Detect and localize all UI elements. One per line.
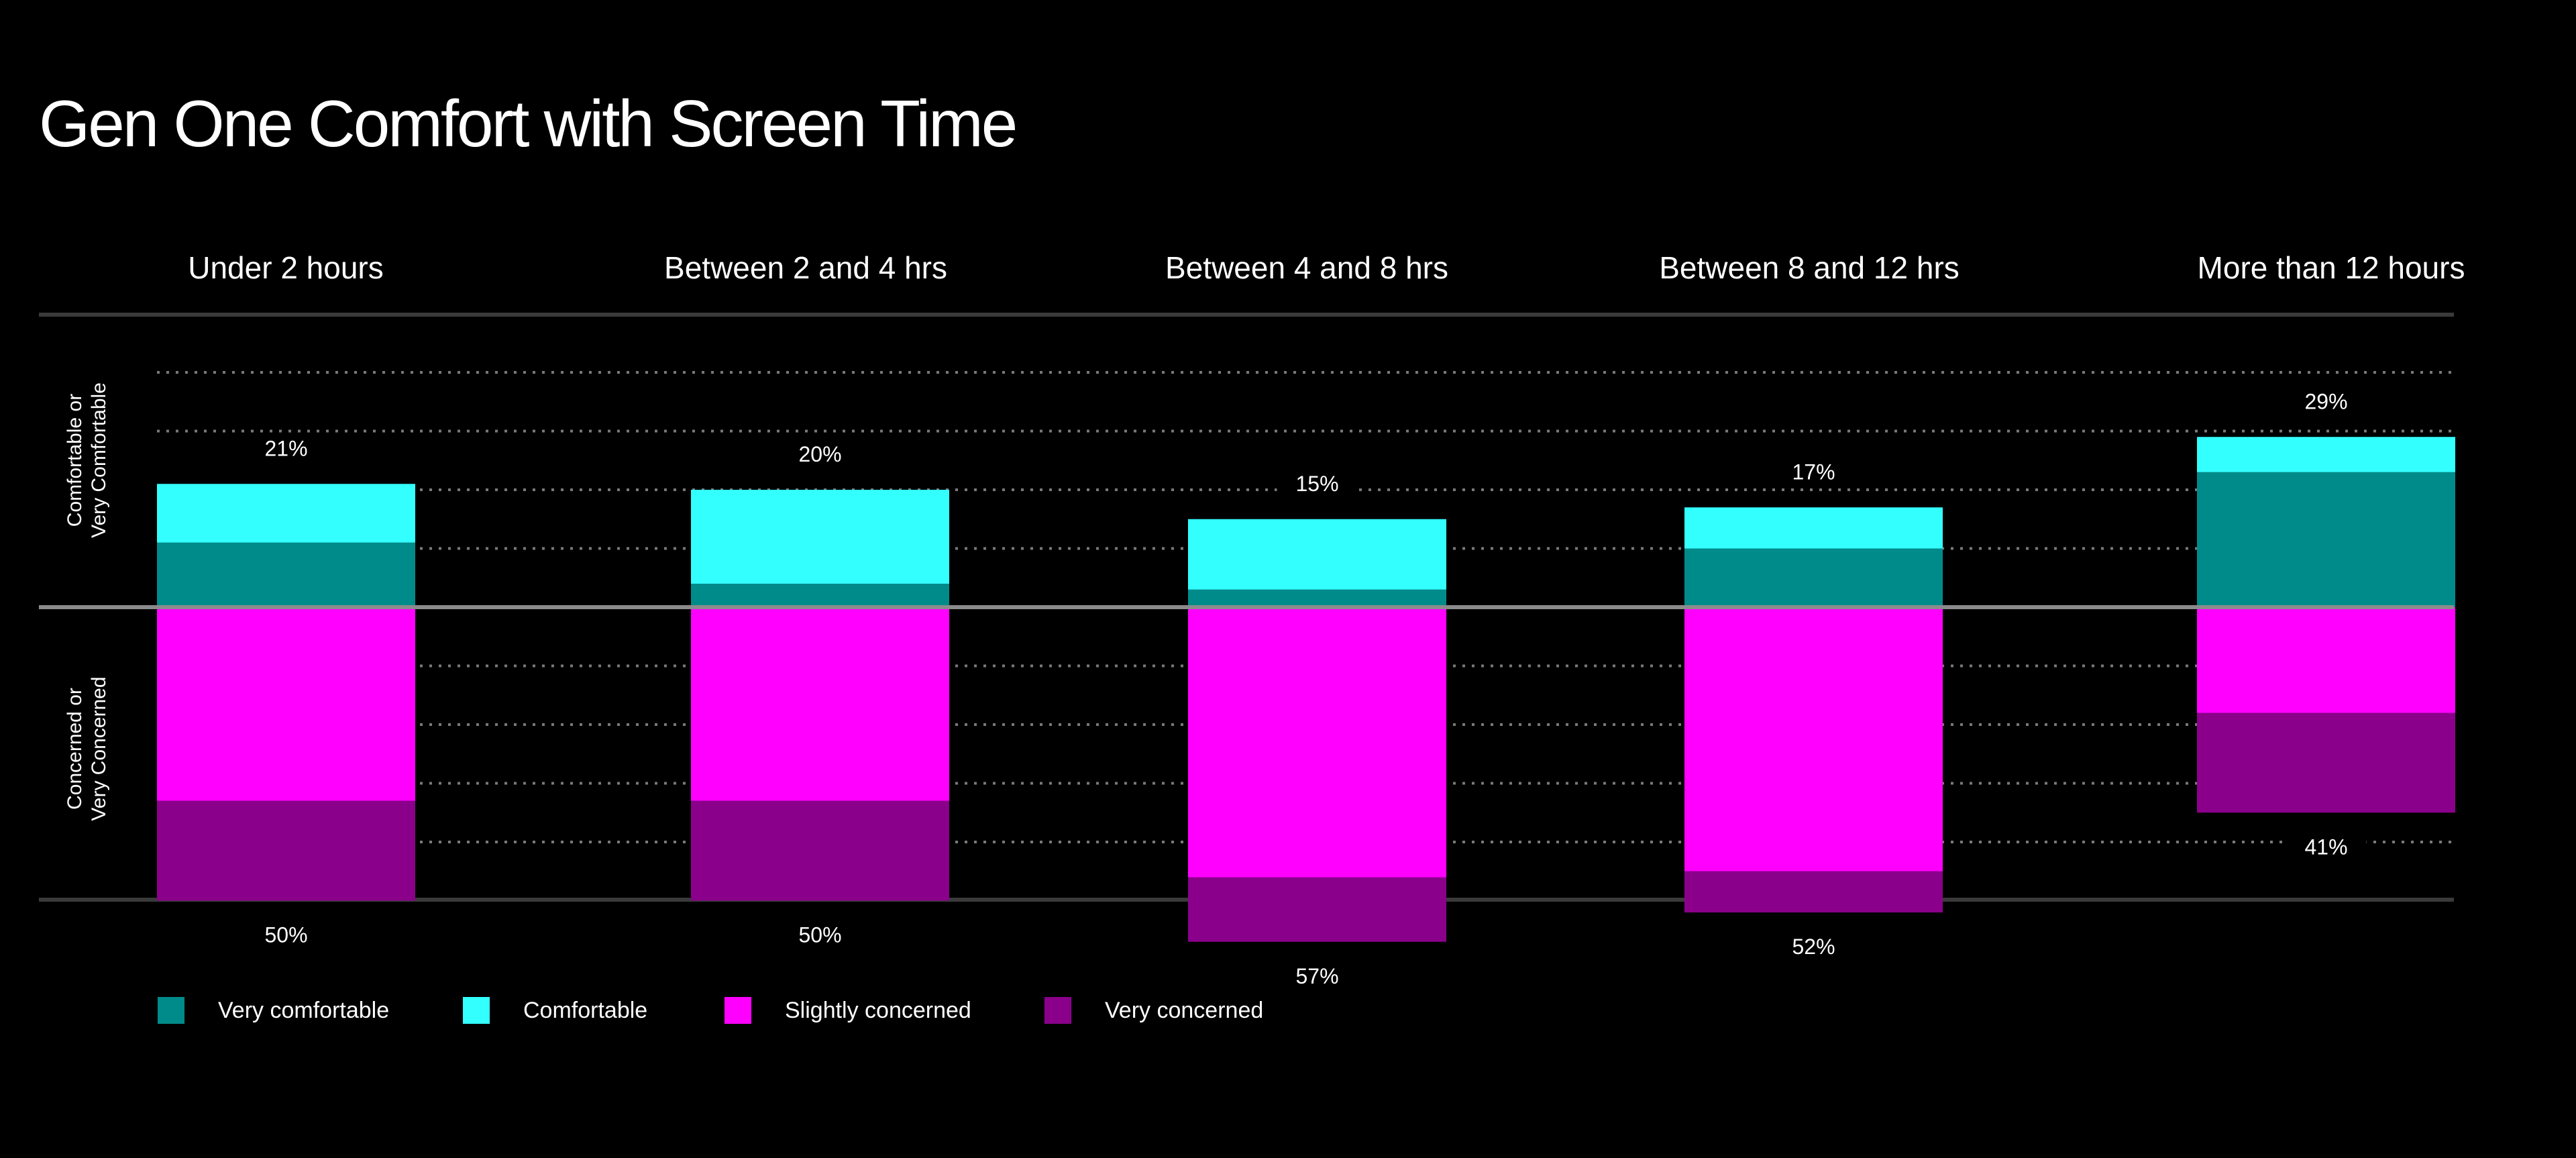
total-concerned-label: 50%: [798, 923, 841, 947]
bar-segment-very-concerned: [157, 800, 415, 901]
total-comfortable-label: 21%: [264, 436, 307, 460]
column-header-under-2: Under 2 hours: [188, 250, 384, 285]
legend-label-very-concerned: Very concerned: [1105, 997, 1264, 1023]
bar-segment-very-comfortable: [1188, 589, 1446, 607]
bar-segment-comfortable: [1188, 519, 1446, 590]
bar-segment-slightly-concerned: [1684, 607, 1943, 872]
bar-segment-very-comfortable: [691, 584, 949, 607]
bar-segment-comfortable: [2197, 437, 2455, 472]
bar-segment-slightly-concerned: [2197, 607, 2455, 713]
legend-label-slightly-concerned: Slightly concerned: [785, 997, 971, 1023]
bar-segment-very-comfortable: [2197, 472, 2455, 607]
bar-segment-very-comfortable: [1684, 548, 1943, 607]
total-comfortable-label: 17%: [1792, 460, 1835, 484]
legend-item-very-comfortable: Very comfortable: [158, 997, 389, 1024]
total-concerned-label-backdrop: [246, 922, 327, 949]
chart-title: Gen One Comfort with Screen Time: [39, 87, 1018, 160]
total-concerned-label-backdrop: [2286, 834, 2367, 861]
legend-label-comfortable: Comfortable: [523, 997, 648, 1023]
legend-swatch-slightly-concerned: [724, 997, 751, 1024]
bar-segment-comfortable: [691, 490, 949, 584]
bar-segment-slightly-concerned: [157, 607, 415, 801]
zero-baseline: [39, 605, 2454, 609]
total-concerned-label: 52%: [1792, 935, 1835, 959]
legend-item-comfortable: Comfortable: [463, 997, 647, 1024]
legend-item-slightly-concerned: Slightly concerned: [724, 997, 971, 1024]
top-rule: [39, 313, 2454, 317]
column-header-4-8: Between 4 and 8 hrs: [1165, 250, 1448, 285]
legend-swatch-comfortable: [463, 997, 490, 1024]
total-comfortable-label-backdrop: [2286, 388, 2367, 416]
total-concerned-label-backdrop: [780, 922, 861, 949]
total-concerned-label-backdrop: [1773, 934, 1854, 961]
total-comfortable-label: 15%: [1295, 472, 1338, 496]
bar-segment-comfortable: [157, 484, 415, 543]
total-comfortable-label-backdrop: [780, 441, 861, 468]
column-header-8-12: Between 8 and 12 hrs: [1659, 250, 1960, 285]
bar-segment-very-concerned: [691, 800, 949, 901]
legend-label-very-comfortable: Very comfortable: [218, 997, 390, 1023]
total-concerned-label: 57%: [1295, 964, 1338, 988]
total-comfortable-label-backdrop: [1277, 470, 1358, 498]
bar-segment-very-concerned: [2197, 713, 2455, 813]
bar-segment-comfortable: [1684, 507, 1943, 549]
total-comfortable-label: 20%: [798, 442, 841, 466]
total-concerned-label-backdrop: [1277, 963, 1358, 990]
legend-item-very-concerned: Very concerned: [1044, 997, 1263, 1024]
legend-swatch-very-comfortable: [158, 997, 184, 1024]
bar-segment-very-concerned: [1188, 877, 1446, 942]
total-concerned-label: 41%: [2304, 835, 2347, 859]
column-header-12-plus: More than 12 hours: [2197, 250, 2465, 285]
bar-segment-very-comfortable: [157, 542, 415, 607]
total-concerned-label: 50%: [264, 923, 307, 947]
bar-segment-slightly-concerned: [1188, 607, 1446, 878]
total-comfortable-label: 29%: [2304, 389, 2347, 413]
bar-segment-slightly-concerned: [691, 607, 949, 801]
column-header-2-4: Between 2 and 4 hrs: [664, 250, 947, 285]
legend-swatch-very-concerned: [1044, 997, 1071, 1024]
total-comfortable-label-backdrop: [246, 435, 327, 463]
bar-segment-very-concerned: [1684, 871, 1943, 912]
total-comfortable-label-backdrop: [1773, 459, 1854, 486]
